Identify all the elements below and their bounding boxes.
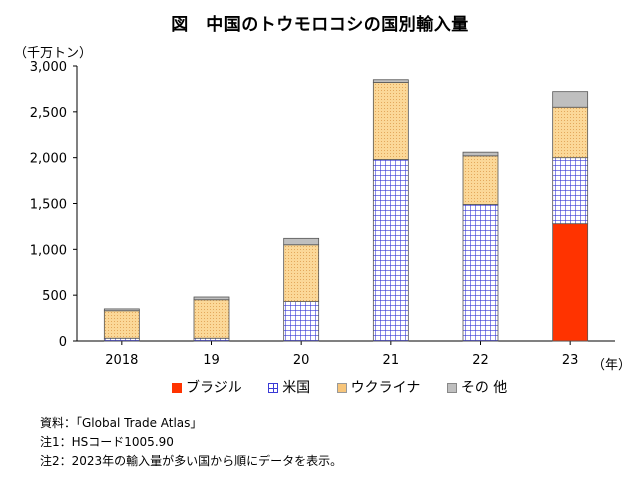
bar-segment-3-23	[552, 106, 589, 159]
x-tick-label: 20	[293, 353, 310, 368]
bar-segment-4-21	[372, 79, 409, 83]
bar-segment-2-22	[462, 204, 499, 342]
note-2: 注2：2023年の輸入量が多い国から順にデータを表示。	[40, 454, 343, 468]
bar-segment-3-2018	[103, 310, 140, 339]
legend-label-brazil: ブラジル	[186, 380, 242, 396]
bar-segment-2-20	[283, 301, 320, 342]
bar-segment-2-23	[552, 157, 589, 225]
x-tick-label: 19	[203, 353, 220, 368]
bar-segment-4-20	[283, 237, 320, 246]
legend-label-ukraine: ウクライナ	[350, 380, 421, 396]
y-tick-label: 2,000	[30, 152, 67, 167]
bar-segment-3-21	[372, 82, 409, 160]
y-axis-unit: （千万トン）	[14, 46, 93, 61]
legend-item-ukraine: ウクライナ	[336, 377, 421, 397]
notes: 資料：「Global Trade Atlas」 注1：HSコード1005.90 …	[40, 414, 342, 471]
y-tick-label: 3,000	[30, 60, 67, 75]
legend-item-brazil: ブラジル	[172, 377, 242, 397]
bars	[103, 79, 589, 342]
legend-item-usa: 米国	[268, 377, 310, 397]
x-tick-label: 23	[562, 353, 579, 368]
bar-segment-4-23	[552, 91, 589, 108]
tick-labels: 0 500 1,000 1,500 2,000 2,500 3,000 2018 19 20 21 2…	[30, 60, 579, 368]
x-tick-label: 22	[472, 353, 489, 368]
x-axis-unit: （年）	[592, 358, 632, 373]
bar-segment-2-2018	[103, 337, 140, 342]
legend-swatch-usa	[268, 383, 279, 393]
legend-swatch-brazil	[172, 383, 182, 393]
bar-segment-1-23	[552, 223, 589, 342]
bar-segment-2-19	[193, 337, 230, 342]
legend-item-other: その 他	[446, 377, 508, 397]
note-1: 注1：HSコード1005.90	[40, 435, 174, 449]
y-tick-label: 0	[59, 335, 67, 350]
axes	[73, 65, 615, 345]
y-tick-label: 500	[42, 289, 67, 304]
bar-segment-3-20	[283, 244, 320, 302]
bar-segment-4-22	[462, 151, 499, 157]
legend: ブラジル 米国 ウクライナ その 他	[172, 377, 529, 397]
bar-segment-4-19	[193, 296, 230, 301]
bar-segment-3-19	[193, 299, 230, 339]
y-tick-label: 1,500	[30, 198, 67, 213]
x-tick-label: 21	[383, 353, 400, 368]
note-source: 資料：「Global Trade Atlas」	[40, 416, 203, 430]
x-tick-label: 2018	[105, 353, 138, 368]
bar-segment-4-2018	[103, 308, 140, 312]
bar-segment-2-21	[372, 159, 409, 342]
y-tick-label: 1,000	[30, 243, 67, 258]
legend-label-other: その 他	[460, 380, 508, 396]
chart-title: 図 中国のトウモロコシの国別輸入量	[171, 15, 469, 35]
y-tick-label: 2,500	[30, 106, 67, 121]
legend-swatch-other	[446, 383, 457, 393]
legend-swatch-ukraine	[336, 383, 347, 393]
bar-segment-3-22	[462, 155, 499, 205]
legend-label-usa: 米国	[282, 380, 311, 396]
